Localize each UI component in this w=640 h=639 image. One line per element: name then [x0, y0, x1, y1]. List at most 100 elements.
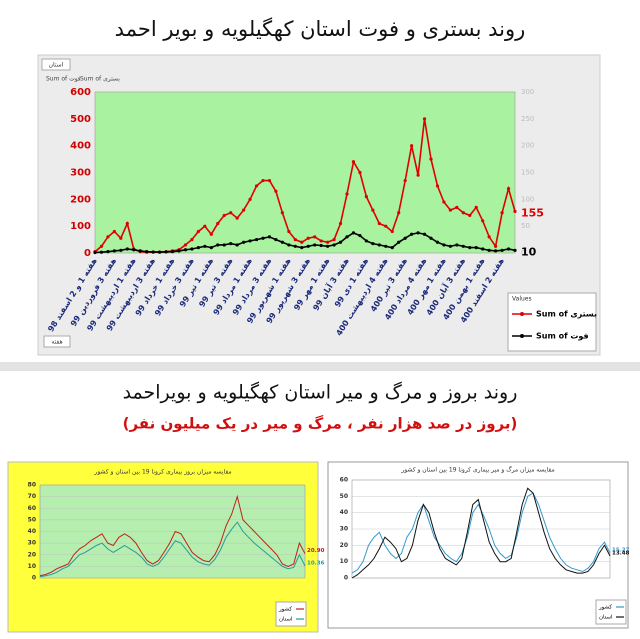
marker [190, 247, 194, 251]
end-label: 20.90 [307, 548, 325, 554]
marker [138, 249, 142, 253]
marker [261, 236, 265, 240]
marker [112, 229, 116, 234]
marker [422, 232, 427, 236]
marker [235, 216, 239, 220]
marker [429, 157, 433, 161]
marker [112, 249, 116, 253]
marker [93, 250, 97, 255]
y-tick-label: 70 [28, 493, 36, 500]
marker [500, 248, 504, 252]
marker [390, 246, 394, 250]
marker [99, 244, 104, 248]
end-label: 10 [521, 245, 537, 258]
marker [377, 221, 381, 226]
series-line [39, 521, 306, 578]
marker [319, 239, 323, 243]
marker [196, 246, 200, 250]
y-tick-label: 50 [340, 493, 348, 500]
marker [384, 244, 388, 248]
marker [397, 240, 401, 244]
marker [422, 117, 427, 121]
legend-title: Values [512, 296, 532, 303]
marker [455, 243, 459, 247]
legend-box [507, 292, 597, 352]
y-tick-label: 30 [340, 526, 348, 533]
axis-field-button[interactable] [43, 335, 71, 348]
y2-tick-label: 50 [521, 222, 530, 230]
marker [267, 178, 272, 183]
marker [487, 235, 491, 239]
marker [300, 240, 304, 244]
end-label: 13.48 [612, 550, 630, 556]
marker [416, 173, 420, 177]
axis-field-label: هفته [51, 339, 62, 346]
marker [513, 248, 517, 252]
y-tick-label: 0 [344, 575, 348, 582]
marker [345, 235, 349, 239]
field-header: Sum of فوت [46, 76, 81, 83]
marker [287, 229, 291, 234]
marker [442, 200, 446, 204]
marker [99, 250, 104, 254]
legend-label: کشور [598, 604, 612, 611]
marker [435, 184, 440, 188]
legend-label: Sum of بستری [536, 310, 597, 319]
marker [455, 205, 459, 209]
marker [145, 250, 149, 254]
marker [429, 236, 433, 240]
marker [196, 229, 200, 234]
end-label: 15.27 [612, 548, 630, 554]
marker [377, 243, 381, 247]
marker [319, 243, 323, 248]
top-title: روند بستری و فوت استان کهگیلویه و بویر ا… [115, 17, 526, 41]
marker [119, 236, 123, 240]
marker [506, 187, 511, 191]
marker [203, 224, 207, 228]
marker [125, 247, 129, 251]
marker [494, 244, 498, 248]
left-chart-title: مقایسه میزان بروز بیماری کرونا 19 بین اس… [93, 469, 231, 476]
y-tick-label: 600 [70, 87, 91, 98]
marker [209, 246, 213, 250]
marker [293, 244, 297, 248]
y-tick-label: 10 [28, 563, 36, 570]
marker [248, 197, 252, 201]
marker [494, 249, 498, 253]
marker [125, 221, 129, 226]
marker [306, 244, 310, 248]
y-tick-label: 60 [340, 477, 348, 484]
marker [170, 250, 175, 254]
marker [371, 208, 375, 212]
marker [280, 211, 284, 215]
y-tick-label: 0 [32, 575, 36, 582]
marker [177, 249, 181, 253]
y-tick-label: 20 [340, 542, 348, 549]
y-tick-label: 40 [28, 528, 36, 535]
marker [351, 160, 356, 164]
marker [351, 231, 356, 235]
plot-area [94, 91, 516, 254]
marker [474, 205, 478, 209]
marker [254, 184, 259, 188]
marker [242, 240, 246, 244]
y-tick-label: 500 [70, 114, 91, 125]
marker [384, 224, 388, 228]
right-chart-title: مقایسه میزان مرگ و میر بیماری کرونا 19 ب… [400, 465, 554, 474]
marker [390, 229, 394, 234]
marker [410, 144, 414, 148]
legend-label: Sum of فوت [536, 332, 589, 341]
marker [222, 243, 226, 247]
marker [371, 242, 375, 246]
filter-button[interactable] [41, 58, 71, 71]
marker [300, 246, 304, 250]
y2-tick-label: 200 [521, 142, 534, 150]
y2-tick-label: 300 [521, 88, 534, 96]
legend-label: استان [599, 615, 613, 621]
marker [274, 237, 278, 242]
marker [403, 236, 407, 240]
y-tick-label: 10 [340, 558, 348, 565]
marker [487, 248, 491, 252]
y-tick-label: 40 [340, 509, 348, 516]
y-tick-label: 50 [28, 516, 36, 523]
